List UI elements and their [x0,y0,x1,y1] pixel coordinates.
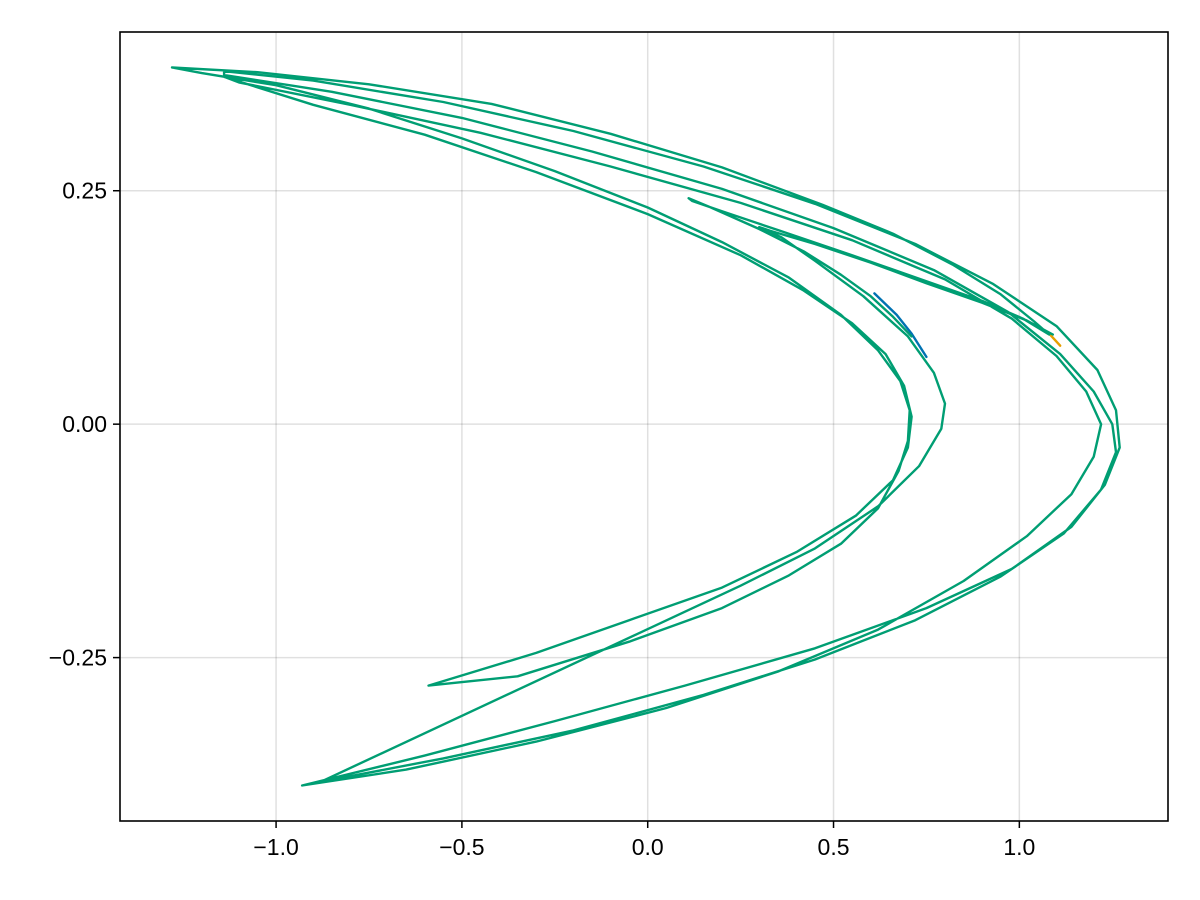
y-tick-label: 0.25 [62,178,107,204]
x-tick-label: 1.0 [1003,834,1035,860]
y-tick-label: −0.25 [49,645,107,671]
plot-frame [119,31,1169,822]
x-tick-label: −1.0 [253,834,298,860]
series-layer [170,66,1121,787]
y-tick-label: 0.00 [62,411,107,437]
series-line [170,66,1121,787]
y-axis: −0.25 0.00 0.25 [49,178,120,671]
x-tick-label: 0.5 [818,834,850,860]
grid [120,32,1168,821]
series-line [873,292,928,359]
x-axis: −1.0 −0.5 0.0 0.5 1.0 [253,821,1035,860]
x-tick-label: −0.5 [439,834,484,860]
x-tick-label: 0.0 [632,834,664,860]
